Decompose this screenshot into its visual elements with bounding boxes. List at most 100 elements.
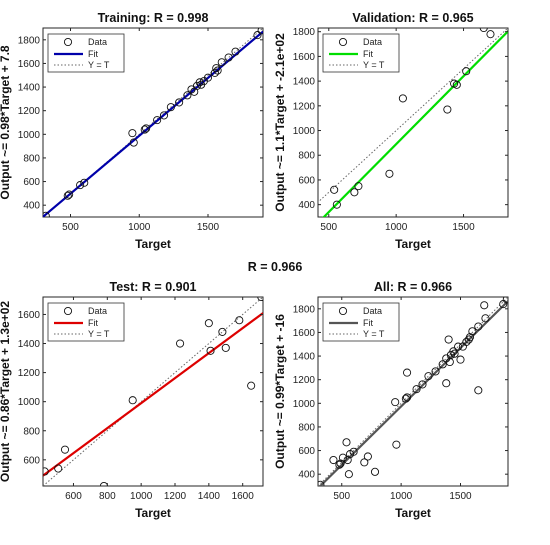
data-point <box>385 169 394 178</box>
data-point <box>159 111 169 120</box>
y-tick-label: 1200 <box>293 375 316 386</box>
x-axis-label: Target <box>395 506 431 520</box>
plot-title: All: R = 0.966 <box>374 280 452 294</box>
plot-title: Test: R = 0.901 <box>110 280 197 294</box>
data-point <box>63 191 72 200</box>
data-point <box>43 467 49 476</box>
x-tick-label: 1500 <box>452 222 475 233</box>
y-tick-label: 1000 <box>293 126 316 137</box>
y-tick-label: 600 <box>298 446 315 457</box>
y-tick-label: 800 <box>23 426 40 437</box>
legend-data-label: Data <box>363 306 382 316</box>
legend-identity-label: Y = T <box>88 60 110 70</box>
data-point <box>391 398 400 407</box>
data-point <box>218 327 227 336</box>
x-tick-label: 1500 <box>197 222 220 233</box>
data-point <box>502 297 508 304</box>
plot-panel-4: 500 1000 1500 400 600 800 1000 1200 1400 1600 1800… <box>273 280 509 520</box>
data-point <box>210 68 219 77</box>
data-point <box>350 188 359 197</box>
fit-line <box>43 312 263 477</box>
data-point <box>403 393 412 402</box>
data-point <box>65 190 74 199</box>
y-tick-label: 1200 <box>18 368 41 379</box>
plot-panel-2: 500 1000 1500 400 600 800 1000 1200 1400 1600 1800… <box>273 11 509 251</box>
x-tick-label: 500 <box>62 222 79 233</box>
legend-data-marker <box>338 306 348 316</box>
y-tick-label: 600 <box>23 177 40 188</box>
data-point <box>142 124 151 133</box>
data-point <box>80 178 89 187</box>
data-point <box>336 459 345 468</box>
y-axis-label: Output ~= 0.99*Target + -16 <box>273 314 287 469</box>
x-tick-label: 800 <box>99 491 116 502</box>
data-point <box>253 31 262 40</box>
identity-line <box>318 28 508 203</box>
y-tick-label: 1600 <box>18 310 41 321</box>
y-tick-label: 1600 <box>293 52 316 63</box>
data-point <box>454 342 463 351</box>
y-axis-label: Output ~= 1.1*Target + -2.1e+02 <box>273 33 287 212</box>
y-tick-label: 1400 <box>18 339 41 350</box>
data-point <box>450 349 459 358</box>
x-tick-label: 500 <box>320 222 337 233</box>
data-point <box>474 322 483 331</box>
data-point <box>213 66 222 75</box>
x-tick-label: 1600 <box>232 491 255 502</box>
data-point <box>204 319 213 328</box>
data-point <box>479 28 488 33</box>
data-point <box>354 182 363 191</box>
data-point <box>431 367 440 376</box>
data-point <box>43 211 50 217</box>
data-point <box>140 125 149 134</box>
data-point <box>418 380 427 389</box>
plot-area <box>318 28 508 217</box>
data-point <box>438 360 447 369</box>
data-point <box>224 53 233 62</box>
data-point <box>338 453 347 462</box>
data-point <box>349 447 358 456</box>
legend-data-label: Data <box>88 37 107 47</box>
data-point <box>221 343 230 352</box>
data-point <box>76 181 85 190</box>
data-point <box>424 372 433 381</box>
data-point <box>153 116 162 125</box>
data-point <box>363 452 372 461</box>
y-tick-label: 400 <box>23 201 40 212</box>
x-tick-label: 1000 <box>385 222 408 233</box>
legend-identity-label: Y = T <box>363 329 385 339</box>
data-point <box>206 346 215 355</box>
y-tick-label: 1200 <box>293 101 316 112</box>
y-tick-label: 1000 <box>18 397 41 408</box>
data-point <box>480 301 489 310</box>
identity-line <box>43 28 263 217</box>
legend-fit-label: Fit <box>363 318 373 328</box>
data-point <box>318 480 325 486</box>
data-point <box>203 73 213 82</box>
data-point <box>465 333 475 342</box>
data-point <box>344 470 353 479</box>
data-point <box>342 438 351 447</box>
x-axis-label: Target <box>135 506 171 520</box>
y-tick-label: 600 <box>298 175 315 186</box>
y-tick-label: 1400 <box>293 77 316 88</box>
data-point <box>343 455 352 465</box>
y-tick-label: 600 <box>23 455 40 466</box>
legend-data-label: Data <box>363 37 382 47</box>
y-tick-label: 800 <box>298 151 315 162</box>
plot-title: Validation: R = 0.965 <box>352 11 473 25</box>
x-tick-label: 1000 <box>390 491 413 502</box>
legend-identity-label: Y = T <box>363 60 385 70</box>
y-tick-label: 1800 <box>293 27 316 38</box>
data-point <box>474 386 483 395</box>
data-point <box>175 98 184 107</box>
plot-panel-3: 600 800 1000 1200 1400 1600 600 800 1000 1200 1400… <box>0 280 264 520</box>
y-tick-label: 1000 <box>293 399 316 410</box>
plot-area <box>318 297 508 486</box>
identity-line <box>318 297 508 486</box>
data-point <box>392 440 401 449</box>
data-point <box>468 327 477 336</box>
